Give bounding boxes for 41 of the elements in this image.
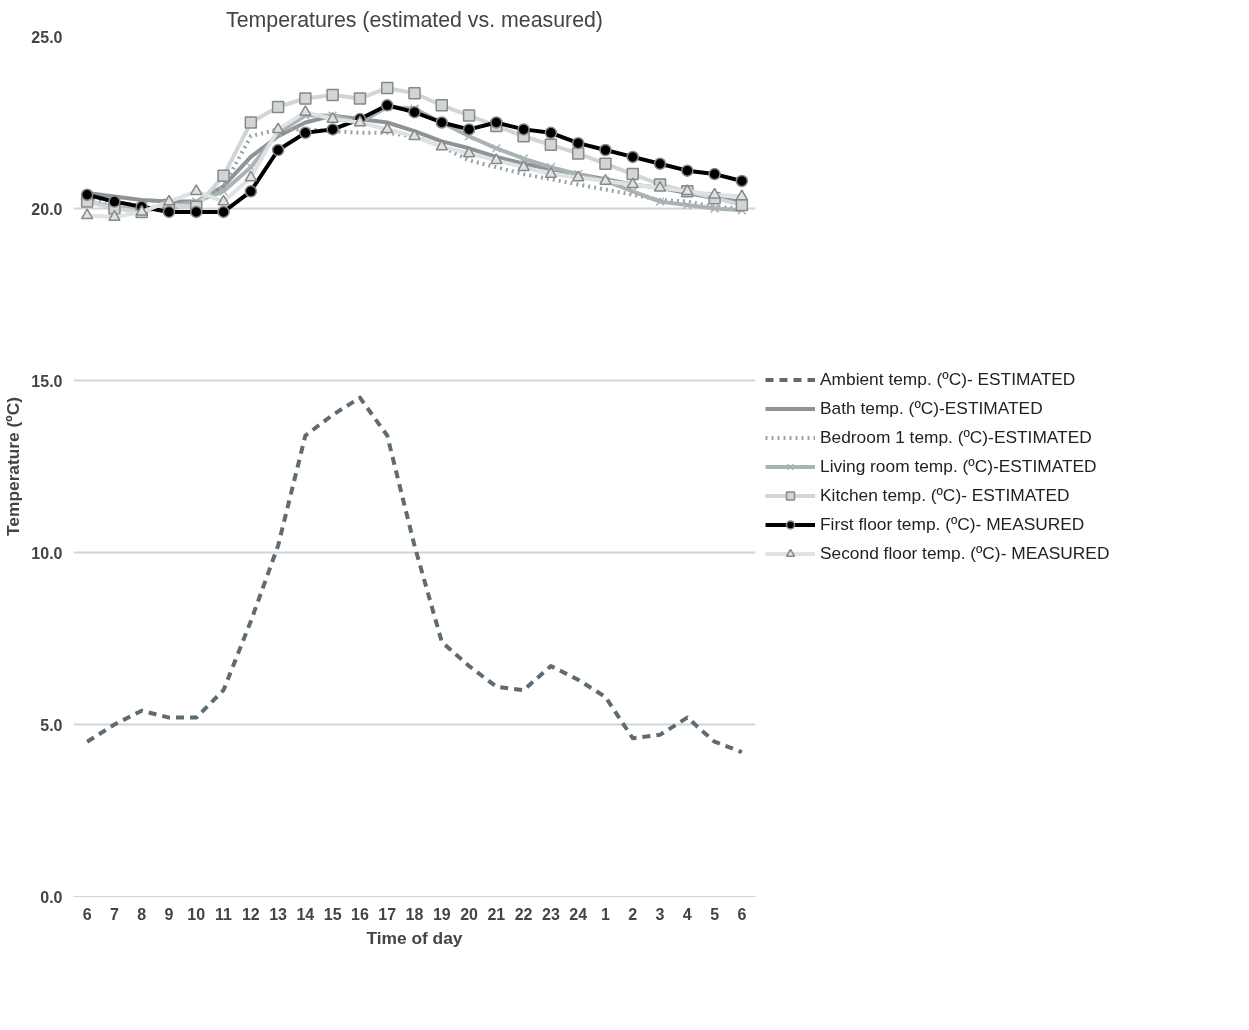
x-tick-label: 4	[682, 905, 692, 923]
legend-label: Kitchen temp. (ºC)- ESTIMATED	[820, 484, 1070, 506]
legend-label: Bedroom 1 temp. (ºC)-ESTIMATED	[820, 426, 1092, 448]
x-tick-label: 5	[710, 905, 720, 923]
x-tick-label: 7	[109, 905, 119, 923]
y-tick-label: 0.0	[40, 888, 63, 906]
x-tick-label: 12	[241, 905, 260, 923]
x-tick-label: 22	[514, 905, 533, 923]
legend-label: Second floor temp. (ºC)- MEASURED	[820, 542, 1110, 564]
x-axis-title: Time of day	[366, 927, 463, 948]
x-tick-label: 3	[655, 905, 665, 923]
x-tick-label: 23	[542, 905, 560, 923]
x-tick-label: 2	[628, 905, 638, 923]
y-axis-title: Temperature (ºC)	[3, 397, 24, 536]
x-tick-label: 20	[460, 905, 479, 923]
y-tick-label: 15.0	[31, 372, 63, 390]
x-tick-label: 17	[378, 905, 397, 923]
y-tick-label: 10.0	[31, 544, 63, 562]
x-tick-label: 1	[601, 905, 611, 923]
x-tick-label: 6	[737, 905, 747, 923]
x-tick-label: 24	[569, 905, 588, 923]
x-tick-label: 13	[269, 905, 288, 923]
x-tick-label: 15	[323, 905, 342, 923]
x-tick-label: 11	[215, 905, 233, 923]
x-tick-label: 6	[82, 905, 92, 923]
x-tick-label: 19	[432, 905, 451, 923]
y-tick-label: 5.0	[40, 716, 63, 734]
legend-label: Bath temp. (ºC)-ESTIMATED	[820, 397, 1043, 419]
x-tick-label: 14	[296, 905, 315, 923]
x-tick-label: 9	[164, 905, 174, 923]
x-tick-label: 16	[351, 905, 369, 923]
chart-title: Temperatures (estimated vs. measured)	[226, 7, 603, 32]
x-tick-label: 10	[187, 905, 206, 923]
legend-label: Living room temp. (ºC)-ESTIMATED	[820, 455, 1097, 477]
y-tick-label: 25.0	[31, 28, 63, 46]
x-tick-label: 18	[405, 905, 424, 923]
legend-label: First floor temp. (ºC)- MEASURED	[820, 513, 1085, 535]
x-tick-label: 8	[137, 905, 147, 923]
x-tick-label: 21	[487, 905, 506, 923]
y-tick-label: 20.0	[31, 200, 63, 218]
legend-label: Ambient temp. (ºC)- ESTIMATED	[820, 368, 1076, 390]
